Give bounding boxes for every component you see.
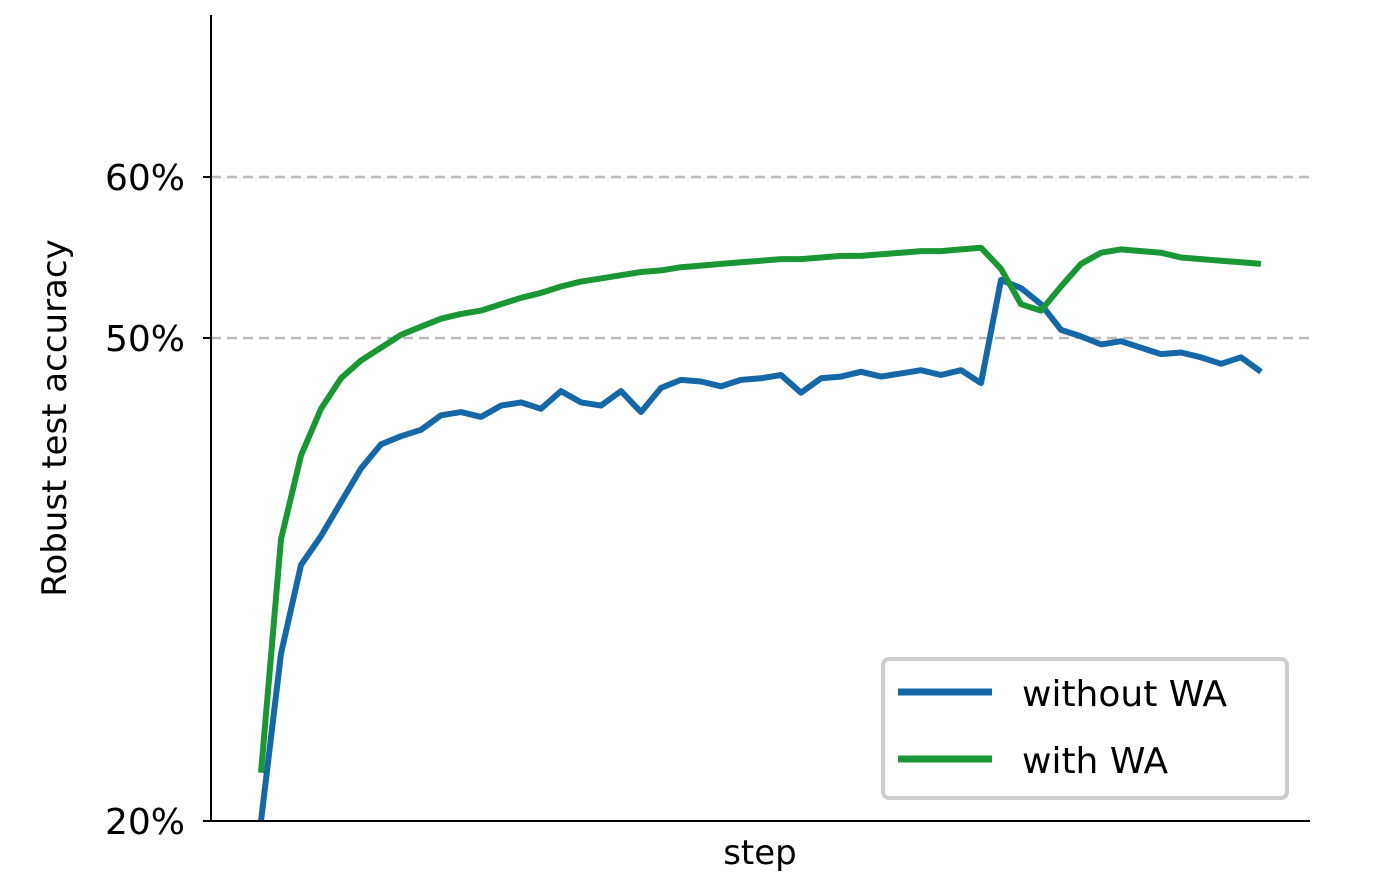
- y-tick-label: 50%: [105, 319, 185, 360]
- legend-label-without-wa: without WA: [1022, 674, 1227, 715]
- y-ticks: 20% 50% 60%: [105, 158, 211, 843]
- y-tick-label: 20%: [105, 802, 185, 843]
- y-tick-label: 60%: [105, 158, 185, 199]
- series-line-with-wa: [258, 244, 1262, 773]
- gridlines: [211, 175, 1310, 340]
- y-axis-label: Robust test accuracy: [35, 239, 75, 596]
- x-axis-label: step: [723, 833, 797, 873]
- legend: without WA with WA: [881, 657, 1289, 800]
- series-layer: [258, 244, 1263, 822]
- series-line-without-wa: [258, 277, 1263, 822]
- legend-label-with-wa: with WA: [1022, 741, 1168, 782]
